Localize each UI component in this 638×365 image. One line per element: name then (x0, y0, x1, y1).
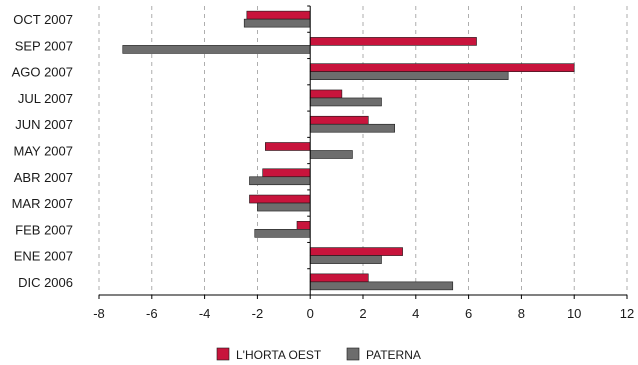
legend-swatch (216, 347, 230, 361)
bar (246, 10, 311, 20)
bar (309, 247, 403, 256)
bar (309, 273, 369, 283)
legend-label: PATERNA (366, 348, 421, 362)
x-tick-label: 12 (620, 306, 634, 321)
bar (309, 123, 395, 133)
x-tick-label: 2 (359, 306, 366, 321)
x-tick-label: 4 (412, 306, 419, 321)
bar (309, 89, 343, 99)
category-label: OCT 2007 (13, 12, 73, 27)
category-labels: OCT 2007 SEP 2007 AGO 2007 JUL 2007 JUN 2007… (12, 12, 73, 290)
x-tick-label: 0 (307, 306, 314, 321)
category-label: ENE 2007 (14, 249, 73, 264)
x-tick-label: -8 (93, 306, 105, 321)
x-tick-label: -2 (252, 306, 264, 321)
x-tick-label: -4 (199, 306, 211, 321)
x-tick-label: -6 (146, 306, 158, 321)
grid-lines (98, 6, 628, 295)
bar (254, 229, 311, 238)
bar (249, 194, 311, 204)
bar (309, 255, 382, 264)
bars (122, 10, 575, 291)
axes (98, 5, 628, 299)
bar (309, 115, 369, 125)
bar (122, 45, 311, 54)
bar (296, 221, 311, 230)
bar (309, 150, 353, 159)
category-label: SEP 2007 (15, 38, 73, 53)
bar (243, 18, 311, 28)
bar (257, 202, 311, 212)
bar (265, 142, 311, 151)
x-tick-label: 6 (465, 306, 472, 321)
bar (249, 176, 311, 186)
bar (262, 168, 311, 178)
category-label: FEB 2007 (15, 222, 73, 237)
category-label: MAR 2007 (12, 196, 73, 211)
legend: L'HORTA OEST PATERNA (216, 347, 421, 362)
x-tick-label: 10 (567, 306, 581, 321)
bar (309, 71, 509, 80)
bar (309, 281, 454, 291)
category-label: AGO 2007 (12, 65, 73, 80)
legend-swatch (346, 347, 360, 361)
x-tick-labels: -8 -6 -4 -2 0 2 4 6 8 10 12 (93, 306, 634, 321)
x-tick-label: 8 (518, 306, 525, 321)
legend-label: L'HORTA OEST (236, 348, 322, 362)
category-label: MAY 2007 (13, 144, 73, 159)
category-label: JUN 2007 (15, 117, 73, 132)
bar (309, 37, 477, 46)
bar (309, 97, 382, 107)
category-label: DIC 2006 (18, 275, 73, 290)
category-label: ABR 2007 (14, 170, 73, 185)
bar (309, 63, 575, 72)
category-label: JUL 2007 (18, 91, 73, 106)
